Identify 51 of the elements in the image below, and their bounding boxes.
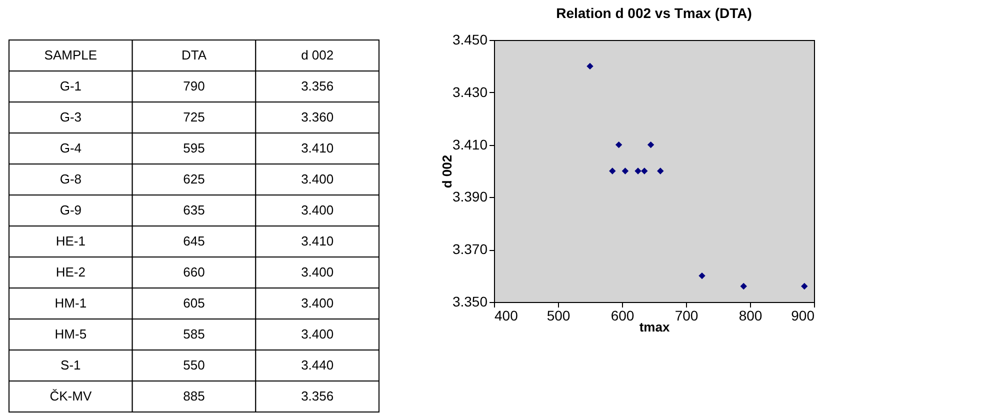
text: 3.400 — [301, 172, 334, 186]
chart-title: Relation d 002 vs Tmax (DTA) — [556, 5, 752, 21]
category-label: G-1 — [60, 78, 82, 94]
category-label: S-1 — [60, 358, 81, 372]
text: 645 — [183, 234, 205, 248]
category-label: HM-5 — [54, 326, 87, 342]
text: 885 — [183, 388, 205, 404]
x-tick-label: 700 — [674, 308, 698, 324]
text: 3.400 — [301, 264, 334, 280]
y-tick-label: 3.430 — [452, 84, 488, 100]
x-tick-label: 800 — [738, 308, 762, 324]
y-tick-label: 3.390 — [452, 188, 488, 205]
category-label: HE-1 — [56, 234, 86, 248]
text: 3.400 — [301, 326, 334, 342]
category-label: HM-1 — [54, 296, 87, 310]
x-tick-label: 600 — [610, 308, 634, 324]
x-axis-title: tmax — [639, 320, 670, 334]
text: 3.410 — [301, 234, 334, 248]
text: 3.356 — [301, 388, 334, 404]
category-label: DTA — [181, 48, 207, 62]
text: 3.360 — [301, 110, 334, 124]
text: 595 — [183, 140, 205, 156]
text: 3.356 — [301, 78, 334, 94]
category-label: G-3 — [60, 110, 82, 124]
x-tick-label: 900 — [791, 308, 815, 324]
text: 3.440 — [301, 358, 334, 372]
category-label: G-4 — [60, 140, 82, 156]
category-label: ČK-MV — [50, 388, 92, 404]
category-label: G-9 — [60, 202, 82, 218]
text: SAMPLE — [44, 48, 98, 62]
text: 3.410 — [301, 140, 334, 156]
text: 660 — [183, 264, 205, 280]
text: 585 — [183, 326, 205, 342]
x-tick-label: 500 — [546, 308, 570, 324]
text: 3.400 — [301, 296, 334, 310]
text: 790 — [183, 78, 205, 94]
category-label: G-8 — [60, 172, 82, 186]
y-tick-label: 3.370 — [452, 241, 488, 258]
y-tick-label: 3.450 — [452, 32, 488, 48]
text: 725 — [183, 110, 205, 124]
text: 605 — [183, 296, 205, 310]
y-tick-label: 3.350 — [452, 294, 488, 310]
category-label: HE-2 — [56, 264, 86, 280]
text: 625 — [183, 172, 205, 186]
x-tick-label: 400 — [494, 308, 518, 324]
text: 635 — [183, 202, 205, 218]
y-tick-label: 3.410 — [452, 136, 488, 152]
text: 550 — [183, 358, 205, 372]
y-axis-title: d 002 — [439, 154, 454, 188]
text: 3.400 — [301, 202, 334, 218]
category-label: d 002 — [301, 48, 334, 62]
